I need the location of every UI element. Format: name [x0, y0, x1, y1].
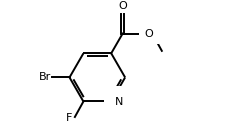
- Text: N: N: [114, 97, 123, 107]
- Text: F: F: [66, 113, 72, 123]
- Text: Br: Br: [38, 72, 51, 82]
- Text: O: O: [118, 1, 126, 11]
- Text: O: O: [144, 29, 153, 39]
